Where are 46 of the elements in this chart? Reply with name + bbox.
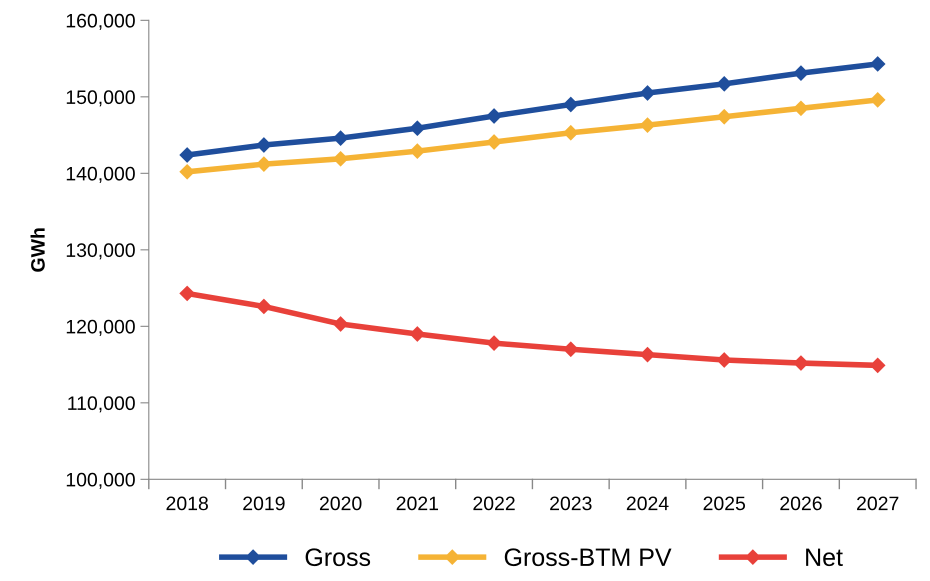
point: [333, 316, 348, 332]
point: [256, 298, 272, 314]
y-tick-label: 140,000: [66, 166, 135, 183]
point: [410, 326, 425, 342]
x-tick-label: 2021: [396, 496, 438, 510]
point: [640, 85, 656, 101]
point: [486, 108, 502, 124]
point: [180, 147, 195, 163]
point: [180, 286, 195, 302]
point: [256, 137, 272, 153]
y-tick-label: 100,000: [66, 472, 135, 489]
y-tick-label: 130,000: [66, 243, 135, 260]
y-tick-label: 120,000: [66, 320, 135, 336]
y-axis-title: GWh: [30, 228, 45, 272]
point: [716, 109, 732, 124]
x-tick-label: 2027: [857, 496, 898, 510]
x-tick-label: 2020: [320, 496, 362, 510]
x-tick-label: 2022: [473, 496, 515, 510]
y-tick-label: 160,000: [66, 14, 135, 30]
legend-label: Net: [806, 548, 843, 566]
legend-label: Gross-BTM PV: [504, 548, 672, 566]
point: [180, 164, 195, 180]
x-tick-label: 2026: [780, 496, 822, 510]
x-tick-label: 2023: [550, 496, 592, 510]
point: [486, 336, 502, 351]
point: [333, 151, 348, 166]
point: [410, 144, 425, 159]
y-tick-label: 110,000: [68, 396, 135, 412]
point: [640, 118, 656, 133]
point: [410, 120, 425, 136]
x-tick-label: 2024: [626, 496, 669, 510]
x-tick-label: 2019: [243, 496, 285, 510]
point: [486, 134, 502, 150]
point: [333, 130, 348, 146]
legend-label: Gross: [306, 548, 370, 566]
x-tick-label: 2018: [166, 496, 208, 510]
point: [793, 66, 809, 81]
point: [563, 96, 578, 112]
y-tick-label: 150,000: [66, 90, 135, 106]
point: [870, 92, 886, 108]
point: [563, 342, 578, 357]
point: [870, 56, 886, 72]
point: [716, 76, 732, 92]
point: [563, 125, 578, 140]
point: [256, 156, 272, 172]
x-tick-label: 2025: [704, 496, 746, 510]
